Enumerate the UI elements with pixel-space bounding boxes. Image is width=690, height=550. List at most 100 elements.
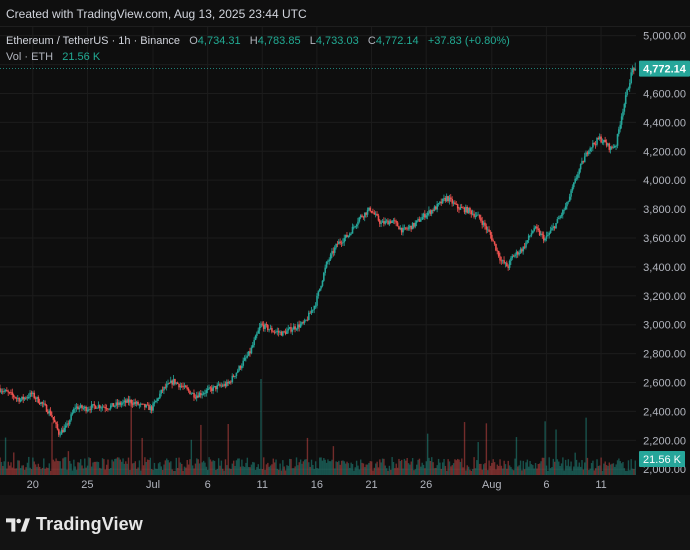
candle[interactable] — [130, 398, 133, 407]
candle[interactable] — [19, 398, 22, 403]
candle[interactable] — [343, 234, 346, 246]
candle[interactable] — [4, 389, 7, 393]
candle[interactable] — [249, 347, 251, 357]
candle[interactable] — [624, 91, 627, 108]
candle[interactable] — [269, 324, 272, 330]
candle[interactable] — [533, 225, 535, 233]
candle[interactable] — [297, 321, 299, 332]
candle[interactable] — [424, 210, 426, 221]
candle[interactable] — [299, 321, 302, 329]
candle[interactable] — [600, 134, 602, 144]
candle[interactable] — [586, 150, 589, 157]
candle[interactable] — [56, 421, 59, 431]
candle[interactable] — [504, 262, 507, 268]
candle[interactable] — [152, 401, 154, 414]
candle[interactable] — [511, 253, 514, 261]
candle[interactable] — [90, 400, 93, 413]
candle[interactable] — [303, 318, 306, 325]
candle[interactable] — [17, 395, 19, 402]
candle[interactable] — [3, 388, 5, 395]
candle[interactable] — [7, 389, 10, 397]
candle[interactable] — [493, 241, 496, 246]
candle[interactable] — [2, 388, 4, 395]
candle[interactable] — [411, 222, 414, 230]
candle[interactable] — [413, 222, 415, 229]
candle[interactable] — [100, 405, 102, 413]
candle[interactable] — [282, 330, 284, 337]
candle[interactable] — [592, 140, 594, 152]
candle[interactable] — [613, 144, 616, 149]
candle[interactable] — [407, 224, 410, 231]
candle[interactable] — [247, 351, 250, 357]
candle[interactable] — [27, 393, 30, 400]
candle[interactable] — [109, 403, 112, 411]
candle[interactable] — [37, 395, 40, 404]
candle[interactable] — [308, 310, 310, 321]
candle[interactable] — [124, 398, 127, 407]
candle[interactable] — [552, 222, 555, 231]
candle[interactable] — [622, 108, 624, 120]
candle[interactable] — [280, 330, 283, 336]
candle[interactable] — [271, 325, 273, 334]
candle[interactable] — [478, 214, 481, 220]
candle[interactable] — [264, 322, 266, 332]
candle[interactable] — [538, 228, 541, 236]
candle[interactable] — [209, 386, 212, 392]
candle[interactable] — [574, 175, 576, 184]
candle[interactable] — [486, 226, 489, 233]
candle[interactable] — [189, 390, 191, 395]
candle[interactable] — [97, 401, 100, 409]
candle[interactable] — [204, 389, 206, 397]
candle[interactable] — [392, 218, 395, 224]
candle[interactable] — [305, 319, 307, 322]
candle[interactable] — [593, 142, 596, 146]
candle[interactable] — [376, 211, 378, 217]
candle[interactable] — [384, 217, 387, 226]
candle[interactable] — [182, 382, 184, 390]
candle[interactable] — [616, 133, 619, 149]
candle[interactable] — [556, 216, 559, 224]
candle[interactable] — [190, 392, 193, 395]
candle[interactable] — [333, 245, 336, 256]
candle[interactable] — [346, 232, 348, 238]
candle[interactable] — [588, 149, 590, 156]
candle[interactable] — [272, 330, 275, 333]
candle[interactable] — [465, 204, 467, 215]
candle[interactable] — [342, 238, 344, 246]
candle[interactable] — [402, 224, 404, 236]
candle[interactable] — [366, 207, 369, 218]
candle[interactable] — [484, 219, 486, 230]
candle[interactable] — [0, 388, 3, 395]
candle[interactable] — [146, 401, 149, 406]
candle[interactable] — [36, 396, 38, 403]
candlestick-chart[interactable]: 2,000.00 2,200.00 2,400.00 2,600.00 2,800.00… — [0, 27, 690, 495]
candle[interactable] — [77, 403, 79, 410]
candle[interactable] — [200, 390, 202, 399]
candle[interactable] — [302, 320, 305, 325]
candle[interactable] — [107, 408, 109, 412]
candle[interactable] — [212, 384, 214, 395]
candle[interactable] — [119, 400, 122, 407]
candle[interactable] — [211, 384, 213, 394]
candle[interactable] — [358, 216, 361, 224]
candle[interactable] — [273, 330, 276, 335]
candle[interactable] — [242, 357, 245, 368]
candle[interactable] — [68, 419, 71, 426]
candle[interactable] — [400, 227, 403, 236]
candles[interactable] — [0, 62, 637, 438]
candle[interactable] — [41, 401, 44, 408]
candle[interactable] — [185, 384, 187, 388]
candle[interactable] — [94, 405, 97, 409]
candle[interactable] — [227, 379, 230, 386]
candle[interactable] — [148, 402, 150, 411]
candle[interactable] — [541, 231, 544, 239]
candle[interactable] — [369, 206, 372, 213]
candle[interactable] — [463, 206, 466, 215]
candle[interactable] — [141, 403, 143, 406]
candle[interactable] — [417, 217, 419, 222]
candle[interactable] — [194, 394, 197, 400]
candle[interactable] — [596, 137, 598, 147]
candle[interactable] — [309, 310, 311, 314]
candle[interactable] — [368, 207, 370, 212]
candle[interactable] — [34, 396, 37, 403]
